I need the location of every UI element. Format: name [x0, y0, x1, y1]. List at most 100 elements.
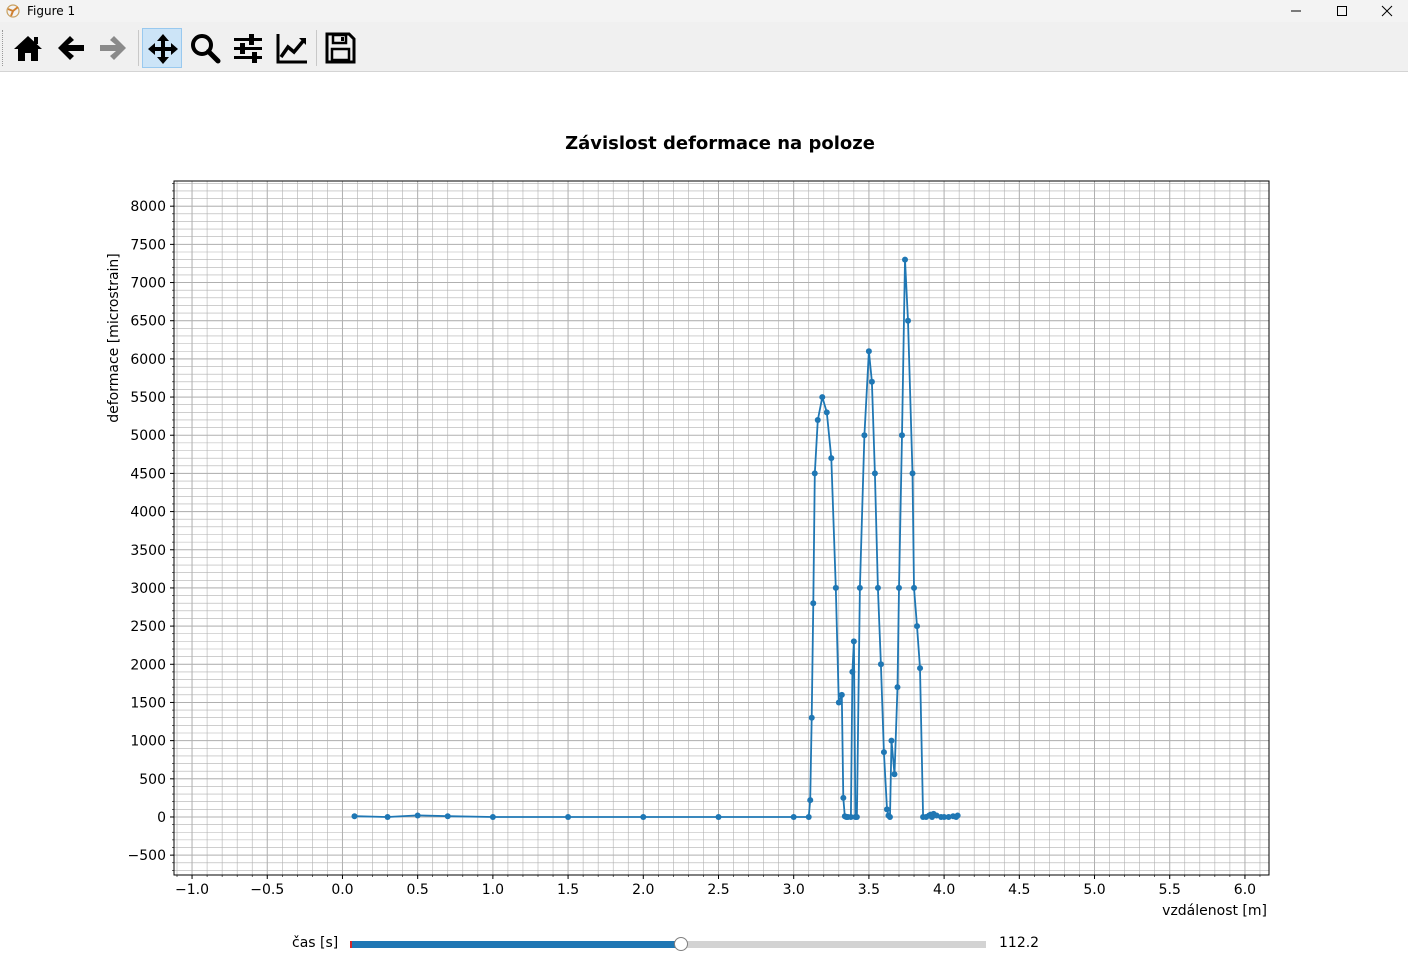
- edit-axes-button[interactable]: [272, 28, 312, 68]
- back-button[interactable]: [51, 28, 91, 68]
- series-line: [354, 258, 959, 818]
- data-point: [856, 584, 863, 591]
- data-point: [933, 812, 940, 819]
- y-tick-label: 7500: [130, 237, 166, 253]
- data-point: [715, 813, 722, 820]
- navigation-toolbar: [0, 22, 1408, 72]
- data-point: [351, 813, 358, 820]
- x-tick-label: 0.5: [407, 882, 429, 898]
- y-tick-label: 1500: [130, 695, 166, 711]
- data-point: [909, 470, 916, 477]
- data-point: [853, 813, 860, 820]
- window-titlebar: Figure 1: [0, 0, 1408, 22]
- x-tick-label: 2.5: [707, 882, 729, 898]
- data-point: [911, 584, 918, 591]
- data-point: [832, 584, 839, 591]
- data-series: [351, 256, 961, 820]
- x-tick-label: 3.0: [783, 882, 805, 898]
- data-point: [850, 638, 857, 645]
- y-tick-label: 5500: [130, 390, 166, 406]
- arrow-right-icon: [100, 36, 126, 60]
- y-tick-label: 8000: [130, 199, 166, 215]
- data-point: [840, 794, 847, 801]
- x-tick-label: 5.0: [1083, 882, 1105, 898]
- home-button[interactable]: [8, 28, 48, 68]
- close-button[interactable]: [1364, 0, 1408, 22]
- time-slider-fill: [350, 941, 681, 948]
- slider-value: 112.2: [999, 935, 1040, 951]
- data-point: [565, 813, 572, 820]
- minimize-icon: [1291, 10, 1301, 12]
- x-axis-label: vzdálenost [m]: [1162, 903, 1267, 919]
- data-point: [489, 813, 496, 820]
- floppy-disk-icon: [325, 32, 356, 64]
- y-tick-label: 500: [139, 772, 166, 788]
- data-point: [905, 317, 912, 324]
- x-tick-label: 1.0: [482, 882, 504, 898]
- time-slider-handle[interactable]: [673, 937, 688, 951]
- data-point: [898, 432, 905, 439]
- y-tick-label: 7000: [130, 276, 166, 292]
- data-point: [874, 584, 881, 591]
- toolbar-grip: [2, 30, 5, 66]
- line-chart-icon: [276, 34, 307, 64]
- y-tick-label: 6500: [130, 314, 166, 330]
- y-tick-label: 6000: [130, 352, 166, 368]
- data-point: [895, 584, 902, 591]
- forward-button[interactable]: [93, 28, 133, 68]
- slider-label: čas [s]: [292, 935, 339, 951]
- data-point: [902, 256, 909, 263]
- data-point: [814, 416, 821, 423]
- data-point: [894, 684, 901, 691]
- y-tick-label: 0: [157, 810, 166, 826]
- y-tick-label: 3500: [130, 543, 166, 559]
- x-tick-label: −0.5: [250, 882, 284, 898]
- data-point: [444, 813, 451, 820]
- data-point: [819, 394, 826, 401]
- x-tick-label: 1.5: [557, 882, 579, 898]
- data-point: [838, 691, 845, 698]
- subplots-button[interactable]: [228, 28, 268, 68]
- figure-canvas[interactable]: Závislost deformace na poloze −1.0 −0.5 0.…: [0, 72, 1408, 932]
- zoom-button[interactable]: [185, 28, 225, 68]
- data-point: [865, 348, 872, 355]
- y-axis-label: deformace [microstrain]: [106, 253, 122, 423]
- y-tick-label: 2000: [130, 657, 166, 673]
- data-point: [880, 749, 887, 756]
- data-point: [384, 813, 391, 820]
- x-tick-label: −1.0: [175, 882, 209, 898]
- save-button[interactable]: [320, 28, 360, 68]
- data-point: [914, 623, 921, 630]
- data-point: [891, 771, 898, 778]
- matplotlib-icon: [5, 3, 21, 19]
- data-point: [811, 470, 818, 477]
- minimize-button[interactable]: [1273, 0, 1319, 22]
- data-point: [941, 813, 948, 820]
- y-tick-label: 2500: [130, 619, 166, 635]
- close-icon: [1381, 5, 1393, 17]
- data-point: [945, 813, 952, 820]
- x-tick-label: 4.5: [1008, 882, 1030, 898]
- data-point: [823, 409, 830, 416]
- y-tick-label: 1000: [130, 734, 166, 750]
- data-point: [810, 600, 817, 607]
- data-point: [640, 813, 647, 820]
- data-point: [917, 665, 924, 672]
- y-tick-label: 4500: [130, 466, 166, 482]
- y-tick-label: −500: [128, 848, 166, 864]
- toolbar-separator: [138, 30, 139, 66]
- x-tick-label: 5.5: [1159, 882, 1181, 898]
- data-point: [414, 812, 421, 819]
- axis-ticks: −1.0 −0.5 0.0 0.5 1.0 1.5 2.0 2.5 3.0 3.5 4.0 4.5 5.…: [128, 182, 1261, 898]
- maximize-button[interactable]: [1319, 0, 1365, 22]
- data-point: [805, 813, 812, 820]
- sliders-icon: [234, 34, 262, 63]
- data-point: [877, 661, 884, 668]
- chart-title: Závislost deformace na poloze: [565, 133, 875, 154]
- data-point: [868, 378, 875, 385]
- y-tick-label: 3000: [130, 581, 166, 597]
- slider-initial-marker: [350, 941, 352, 948]
- data-point: [807, 797, 814, 804]
- data-point: [954, 812, 961, 819]
- pan-button[interactable]: [142, 28, 182, 68]
